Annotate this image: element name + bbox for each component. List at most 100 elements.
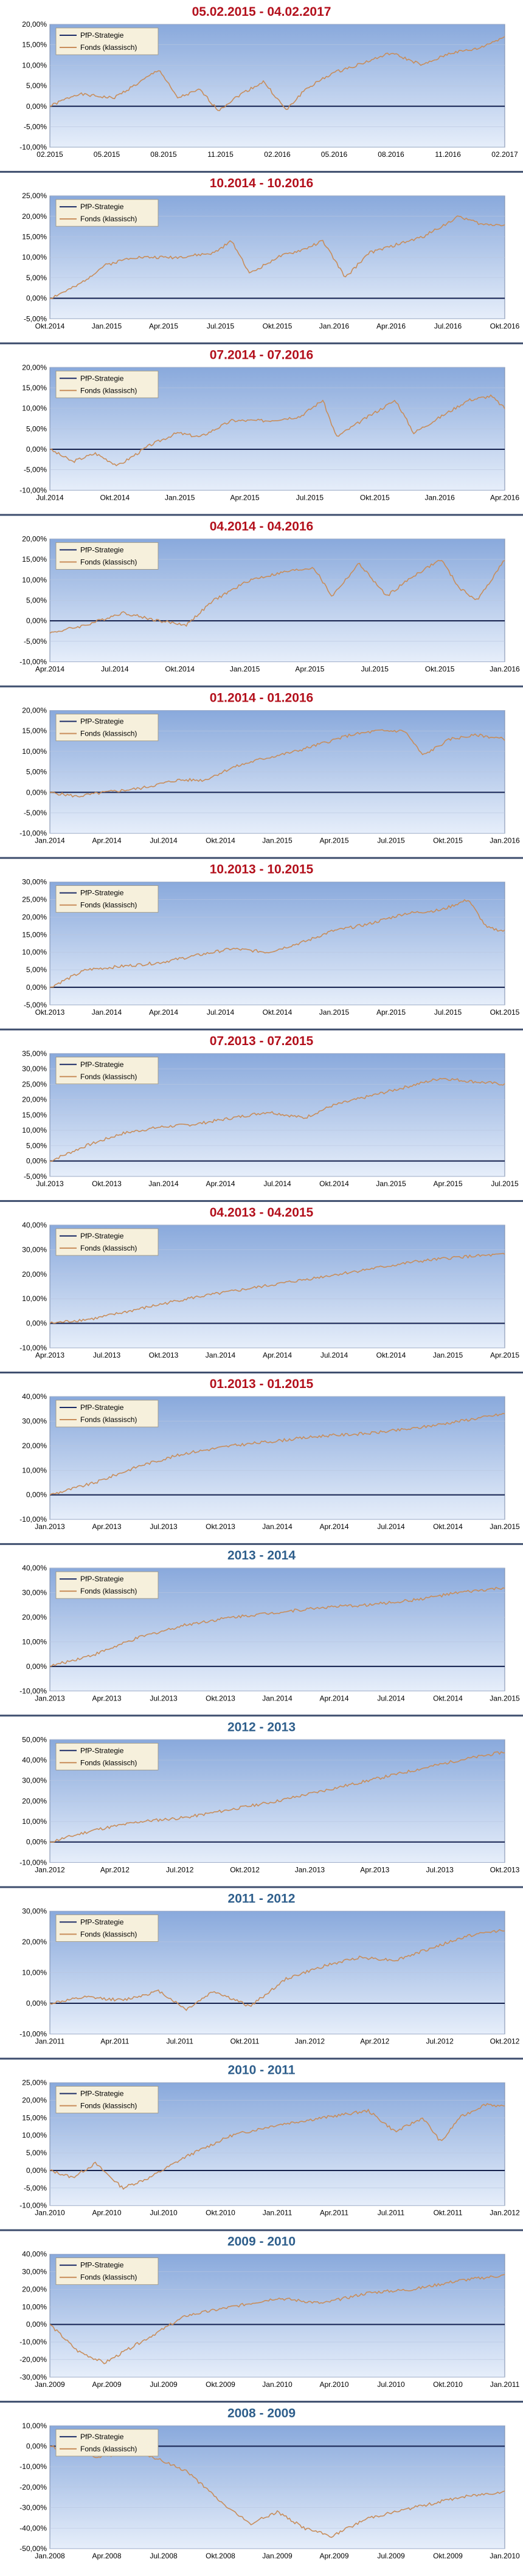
y-tick-label: 15,00% bbox=[22, 384, 47, 392]
x-tick-label: Jan.2015 bbox=[262, 837, 293, 845]
legend-label-pfp: PfP-Strategie bbox=[80, 1918, 124, 1926]
legend-box bbox=[55, 1400, 159, 1428]
chart-panel: 07.2013 - 07.2015 35,00% 30,00% 25,00% 20,00… bbox=[0, 1028, 523, 1188]
panel-divider bbox=[0, 685, 523, 688]
x-tick-label: Jan.2014 bbox=[92, 1008, 122, 1017]
y-tick-label: -10,00% bbox=[19, 143, 47, 151]
panel-divider bbox=[0, 1714, 523, 1717]
x-tick-label: Jan.2015 bbox=[92, 322, 122, 330]
chart-title: 04.2013 - 04.2015 bbox=[210, 1206, 314, 1220]
fund-series-line bbox=[49, 1412, 505, 1496]
y-tick-label: -10,00% bbox=[19, 829, 47, 838]
y-tick-label: -30,00% bbox=[19, 2373, 47, 2381]
y-tick-label: 20,00% bbox=[22, 363, 47, 371]
y-tick-label: 15,00% bbox=[22, 555, 47, 564]
x-tick-label: Okt.2012 bbox=[490, 2037, 520, 2046]
y-tick-label: -10,00% bbox=[19, 2462, 47, 2471]
y-tick-label: 0,00% bbox=[26, 1838, 47, 1846]
y-tick-label: 20,00% bbox=[22, 534, 47, 543]
x-tick-label: Jul.2012 bbox=[426, 2037, 454, 2046]
legend-box bbox=[55, 885, 159, 913]
y-tick-label: 30,00% bbox=[22, 878, 47, 886]
chart-title: 10.2013 - 10.2015 bbox=[210, 863, 314, 877]
legend-box bbox=[55, 2257, 159, 2285]
y-tick-label: 0,00% bbox=[26, 2166, 47, 2175]
x-tick-label: Jul.2010 bbox=[150, 2209, 178, 2217]
y-tick-label: 0,00% bbox=[26, 1319, 47, 1328]
x-tick-label: Apr.2010 bbox=[319, 2380, 348, 2389]
x-tick-label: Jul.2011 bbox=[378, 2209, 405, 2217]
y-tick-label: 25,00% bbox=[22, 1080, 47, 1088]
y-tick-label: 0,00% bbox=[26, 616, 47, 625]
x-tick-label: Apr.2015 bbox=[490, 1351, 519, 1359]
chart-title: 07.2013 - 07.2015 bbox=[210, 1034, 314, 1048]
y-tick-label: 20,00% bbox=[22, 1442, 47, 1450]
y-tick-label: -10,00% bbox=[19, 2338, 47, 2346]
x-tick-label: Jan.2010 bbox=[35, 2209, 65, 2217]
y-tick-label: 40,00% bbox=[22, 1564, 47, 1572]
x-tick-label: Jan.2013 bbox=[295, 1865, 325, 1874]
y-tick-label: 15,00% bbox=[22, 41, 47, 49]
y-tick-label: 30,00% bbox=[22, 1417, 47, 1425]
panel-divider bbox=[0, 857, 523, 859]
legend-box bbox=[55, 27, 159, 55]
x-tick-label: Okt.2014 bbox=[100, 493, 130, 502]
y-tick-label: 25,00% bbox=[22, 192, 47, 200]
y-tick-label: 5,00% bbox=[26, 81, 47, 90]
legend-label-pfp: PfP-Strategie bbox=[80, 2433, 124, 2441]
x-tick-label: 02.2016 bbox=[264, 150, 291, 159]
x-tick-label: Okt.2014 bbox=[263, 1008, 293, 1017]
x-tick-label: Jul.2013 bbox=[426, 1865, 454, 1874]
x-tick-label: Jul.2009 bbox=[150, 2380, 178, 2389]
x-tick-label: Jul.2014 bbox=[377, 1694, 405, 1702]
y-tick-label: 0,00% bbox=[26, 2442, 47, 2451]
y-tick-label: 5,00% bbox=[26, 1141, 47, 1150]
legend-label-fund: Fonds (klassisch) bbox=[80, 730, 137, 738]
x-tick-label: 08.2016 bbox=[378, 150, 404, 159]
y-tick-label: 0,00% bbox=[26, 294, 47, 303]
x-tick-label: Apr.2014 bbox=[149, 1008, 178, 1017]
x-tick-label: 11.2016 bbox=[435, 150, 461, 159]
chart-panel: 04.2013 - 04.2015 40,00% 30,00% 20,00% 10,00… bbox=[0, 1200, 523, 1359]
x-tick-label: Jan.2015 bbox=[433, 1351, 463, 1359]
y-tick-label: -5,00% bbox=[24, 2184, 47, 2192]
x-tick-label: Okt.2013 bbox=[92, 1179, 122, 1188]
y-tick-label: -50,00% bbox=[19, 2544, 47, 2553]
x-tick-label: Okt.2014 bbox=[165, 665, 195, 674]
panel-divider bbox=[0, 2400, 523, 2403]
legend-label-fund: Fonds (klassisch) bbox=[80, 1415, 137, 1424]
y-tick-label: -5,00% bbox=[24, 466, 47, 474]
y-tick-label: 30,00% bbox=[22, 1245, 47, 1254]
y-tick-label: 15,00% bbox=[22, 930, 47, 939]
x-tick-label: Apr.2013 bbox=[92, 1522, 121, 1531]
fund-series-line bbox=[49, 729, 505, 798]
y-tick-label: 5,00% bbox=[26, 274, 47, 282]
y-tick-label: -10,00% bbox=[19, 1515, 47, 1524]
x-tick-label: Jul.2015 bbox=[377, 837, 405, 845]
x-tick-label: Jul.2011 bbox=[166, 2037, 193, 2046]
legend-label-pfp: PfP-Strategie bbox=[80, 1403, 124, 1412]
x-tick-label: Okt.2014 bbox=[319, 1179, 349, 1188]
legend-box bbox=[55, 714, 159, 741]
chart-title: 2012 - 2013 bbox=[227, 1720, 296, 1734]
y-tick-label: 30,00% bbox=[22, 1065, 47, 1073]
x-tick-label: Jul.2013 bbox=[150, 1694, 178, 1702]
panel-divider bbox=[0, 1372, 523, 1374]
legend-label-pfp: PfP-Strategie bbox=[80, 2261, 124, 2270]
fund-series-line bbox=[49, 2274, 505, 2364]
legend-label-pfp: PfP-Strategie bbox=[80, 1746, 124, 1755]
x-tick-label: Apr.2015 bbox=[230, 493, 260, 502]
x-tick-label: Apr.2012 bbox=[100, 1865, 130, 1874]
x-tick-label: Apr.2014 bbox=[206, 1179, 235, 1188]
chart-title: 05.02.2015 - 04.02.2017 bbox=[192, 5, 331, 19]
y-tick-label: 20,00% bbox=[22, 2285, 47, 2293]
panel-divider bbox=[0, 171, 523, 173]
x-tick-label: Apr.2009 bbox=[92, 2380, 121, 2389]
x-tick-label: Jul.2014 bbox=[263, 1179, 291, 1188]
x-tick-label: Jul.2016 bbox=[434, 322, 462, 330]
y-tick-label: 40,00% bbox=[22, 1756, 47, 1764]
x-tick-label: Jan.2016 bbox=[424, 493, 455, 502]
y-tick-label: 5,00% bbox=[26, 2149, 47, 2157]
legend-box bbox=[55, 370, 159, 398]
